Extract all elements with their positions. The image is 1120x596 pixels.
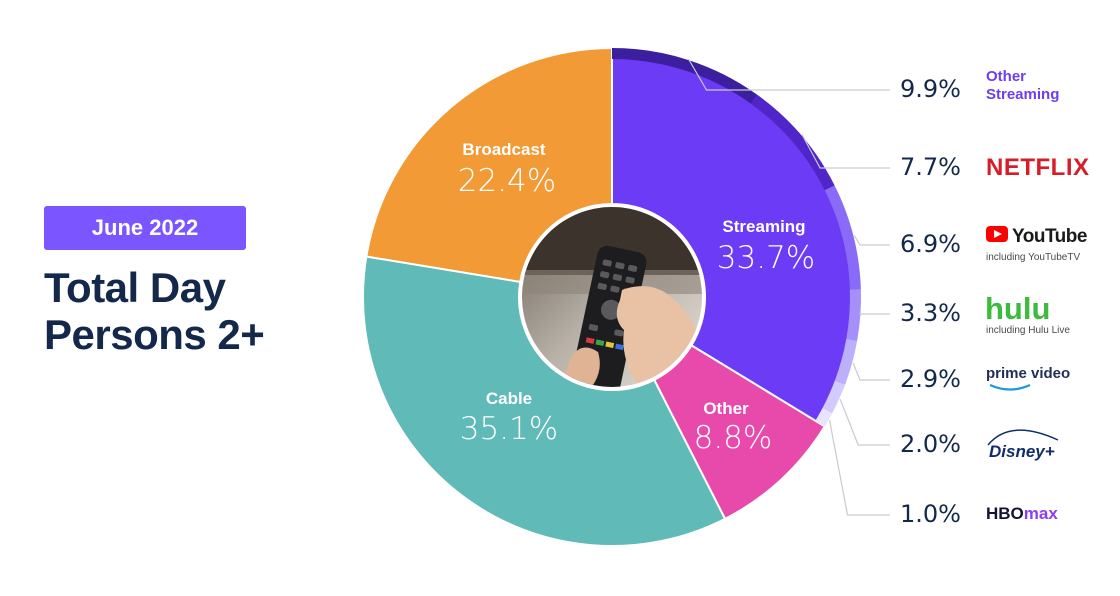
- hulu-logo: hulu including Hulu Live: [985, 291, 1070, 336]
- tv-remote-photo: [519, 204, 705, 390]
- legend-value-other-streaming: 9.9%: [900, 75, 961, 103]
- slice-value-streaming: 33.7%: [717, 240, 815, 276]
- slice-label-other: Other: [703, 399, 749, 418]
- legend-brands: Other Streaming NETFLIX YouTube includin…: [985, 68, 1090, 523]
- ring-segment-hbo-max: [815, 407, 833, 427]
- hulu-sublabel: including Hulu Live: [986, 325, 1070, 336]
- legend-connectors: [687, 58, 890, 516]
- page-title: Total Day Persons 2+: [44, 264, 265, 359]
- streaming-breakdown-ring: [612, 48, 861, 427]
- disney-plus-logo: Disney+: [987, 429, 1059, 461]
- prime-video-logo: prime video: [986, 365, 1070, 391]
- slice-label-streaming: Streaming: [722, 217, 805, 236]
- hbo-max-logo: HBOmax: [986, 504, 1058, 523]
- title-line-2: Persons 2+: [44, 311, 265, 359]
- slice-value-broadcast: 22.4%: [458, 163, 556, 199]
- disney-wordmark: Disney+: [989, 442, 1055, 461]
- ring-segment-other-streaming: [612, 48, 758, 104]
- legend-value-hulu: 3.3%: [900, 299, 961, 327]
- ring-segment-youtube: [824, 185, 861, 290]
- title-line-1: Total Day: [44, 264, 226, 311]
- max-part: max: [1024, 504, 1059, 523]
- youtube-logo: YouTube including YouTubeTV: [986, 226, 1087, 263]
- date-badge: June 2022: [44, 206, 246, 250]
- netflix-logo: NETFLIX: [986, 154, 1090, 181]
- hulu-wordmark: hulu: [985, 291, 1050, 326]
- other-streaming-line-2: Streaming: [986, 86, 1059, 103]
- slice-value-other: 8.8%: [694, 420, 773, 456]
- slice-labels: Streaming 33.7% Other 8.8% Cable 35.1% B…: [458, 140, 815, 456]
- hbo-part: HBO: [986, 504, 1024, 523]
- ring-segment-hulu: [846, 289, 861, 341]
- ring-segment-disney-: [822, 380, 846, 413]
- youtube-sublabel: including YouTubeTV: [986, 252, 1080, 263]
- legend-value-hbo-max: 1.0%: [900, 500, 961, 528]
- ring-segment-netflix: [750, 94, 835, 191]
- youtube-wordmark: YouTube: [1012, 226, 1087, 247]
- legend-value-netflix: 7.7%: [900, 153, 961, 181]
- prime-video-wordmark: prime video: [986, 365, 1070, 382]
- connector-line: [687, 58, 890, 91]
- connector-line: [858, 313, 890, 316]
- slice-value-cable: 35.1%: [460, 411, 558, 447]
- connector-line: [839, 398, 890, 446]
- connector-line: [828, 420, 890, 516]
- prime-smile-icon: [989, 383, 1031, 391]
- legend-values: 9.9% 7.7% 6.9% 3.3% 2.9% 2.0% 1.0%: [900, 75, 961, 528]
- ring-segment-prime-video: [834, 338, 858, 385]
- slice-label-cable: Cable: [486, 389, 532, 408]
- connector-line: [853, 235, 890, 246]
- connector-line: [852, 362, 890, 381]
- slice-label-broadcast: Broadcast: [462, 140, 545, 159]
- legend-value-youtube: 6.9%: [900, 230, 961, 258]
- other-streaming-line-1: Other: [986, 68, 1026, 85]
- disney-arc-icon: [987, 429, 1059, 446]
- legend-value-disney-plus: 2.0%: [900, 430, 961, 458]
- logo-other-streaming: Other Streaming: [986, 68, 1059, 103]
- connector-line: [801, 134, 890, 169]
- legend-value-prime-video: 2.9%: [900, 365, 961, 393]
